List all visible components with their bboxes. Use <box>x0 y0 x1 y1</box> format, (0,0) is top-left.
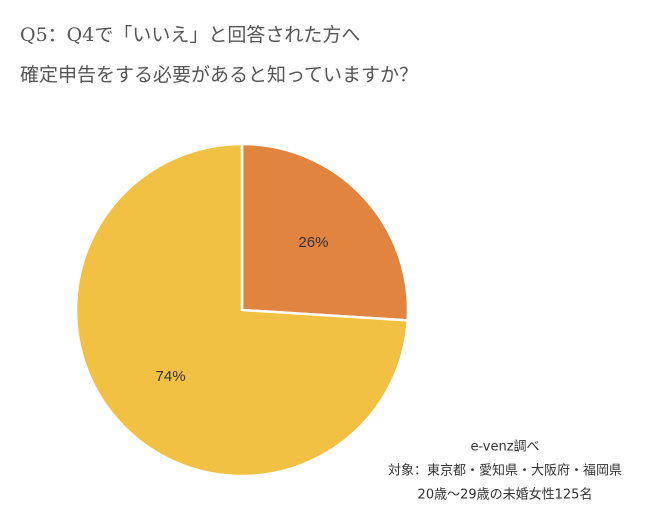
data-label: 26% <box>298 234 328 251</box>
source-note: e-venz調べ <box>470 440 539 455</box>
data-label: 74% <box>156 368 186 385</box>
chart-title: Q5：Q4で「いいえ」と回答された方へ <box>20 24 360 46</box>
pie-slice <box>240 142 410 322</box>
pie-slice <box>74 142 410 478</box>
source-note: 20歳～29歳の未婚女性125名 <box>418 487 593 503</box>
source-note: 対象：東京都・愛知県・大阪府・福岡県 <box>388 463 622 479</box>
chart-title: 確定申告をする必要があると知っていますか？ <box>20 64 418 86</box>
